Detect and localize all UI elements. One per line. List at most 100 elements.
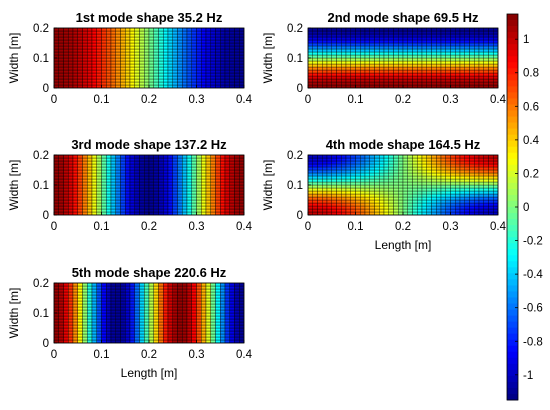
- heatmap-cell: [153, 63, 159, 68]
- heatmap-cell: [421, 178, 427, 183]
- heatmap-cell: [196, 300, 202, 305]
- heatmap-cell: [417, 190, 423, 195]
- heatmap-cell: [68, 336, 74, 341]
- heatmap-cell: [450, 184, 456, 189]
- heatmap-cell: [326, 169, 332, 174]
- heatmap-cell: [455, 184, 461, 189]
- heatmap-cell: [229, 163, 235, 168]
- heatmap-cell: [139, 282, 145, 287]
- heatmap-cell: [431, 178, 437, 183]
- heatmap-cell: [129, 208, 135, 213]
- heatmap-cell: [125, 172, 131, 177]
- heatmap-cell: [374, 54, 380, 59]
- heatmap-cell: [239, 202, 245, 207]
- heatmap-cell: [224, 193, 230, 198]
- heatmap-cell: [474, 196, 480, 201]
- heatmap-cell: [312, 190, 318, 195]
- heatmap-cell: [360, 172, 366, 177]
- heatmap-cell: [224, 178, 230, 183]
- heatmap-cell: [426, 63, 432, 68]
- heatmap-cell: [101, 57, 107, 62]
- heatmap-cell: [153, 30, 159, 35]
- heatmap-cell: [469, 78, 475, 83]
- heatmap-cell: [369, 33, 375, 38]
- heatmap-cell: [431, 33, 437, 38]
- colorbar-band: [507, 321, 518, 329]
- heatmap-cell: [364, 66, 370, 71]
- heatmap-cell: [63, 184, 69, 189]
- heatmap-cell: [412, 202, 418, 207]
- heatmap-cell: [220, 208, 226, 213]
- heatmap-cell: [220, 282, 226, 287]
- heatmap-cell: [167, 327, 173, 332]
- heatmap-cell: [229, 300, 235, 305]
- heatmap-cell: [196, 57, 202, 62]
- heatmap-cell: [215, 178, 221, 183]
- heatmap-cell: [312, 39, 318, 44]
- heatmap-cell: [63, 190, 69, 195]
- heatmap-cell: [148, 54, 154, 59]
- heatmap-cell: [474, 84, 480, 89]
- heatmap-cell: [87, 184, 93, 189]
- heatmap-cell: [68, 48, 74, 53]
- heatmap-cell: [215, 300, 221, 305]
- heatmap-cell: [120, 27, 126, 32]
- heatmap-cell: [322, 84, 328, 89]
- heatmap-cell: [115, 169, 121, 174]
- heatmap-cell: [134, 163, 140, 168]
- colorbar-tick-label: 0: [523, 202, 529, 214]
- y-axis-label: Width [m]: [261, 33, 275, 84]
- heatmap-cell: [196, 181, 202, 186]
- heatmap-cell: [125, 336, 131, 341]
- heatmap-cell: [459, 45, 465, 50]
- heatmap-cell: [125, 199, 131, 204]
- heatmap-cell: [239, 60, 245, 65]
- heatmap-cell: [210, 282, 216, 287]
- heatmap-cell: [331, 160, 337, 165]
- heatmap-cell: [417, 187, 423, 192]
- heatmap-cell: [110, 163, 116, 168]
- heatmap-cell: [201, 187, 207, 192]
- heatmap-cell: [72, 72, 78, 77]
- heatmap-cell: [82, 187, 88, 192]
- heatmap-cell: [445, 45, 451, 50]
- heatmap-cell: [336, 169, 342, 174]
- x-tick-label: 0.2: [395, 94, 411, 106]
- heatmap-cell: [134, 336, 140, 341]
- heatmap-cell: [139, 72, 145, 77]
- heatmap-cell: [326, 42, 332, 47]
- heatmap-cell: [125, 327, 131, 332]
- heatmap-cell: [167, 333, 173, 338]
- heatmap-cell: [191, 199, 197, 204]
- heatmap-cell: [110, 57, 116, 62]
- heatmap-cell: [440, 36, 446, 41]
- heatmap-cell: [153, 205, 159, 210]
- heatmap-cell: [393, 81, 399, 86]
- heatmap-cell: [148, 39, 154, 44]
- heatmap-cell: [129, 33, 135, 38]
- heatmap-cell: [436, 199, 442, 204]
- heatmap-cell: [331, 48, 337, 53]
- heatmap-cell: [369, 36, 375, 41]
- heatmap-cell: [153, 327, 159, 332]
- heatmap-cell: [469, 45, 475, 50]
- heatmap-cell: [191, 163, 197, 168]
- heatmap-cell: [224, 318, 230, 323]
- heatmap-cell: [82, 54, 88, 59]
- heatmap-cell: [196, 160, 202, 165]
- heatmap-cell: [234, 27, 240, 32]
- heatmap-cell: [322, 60, 328, 65]
- heatmap-cell: [474, 178, 480, 183]
- heatmap-cell: [459, 163, 465, 168]
- heatmap-cell: [402, 196, 408, 201]
- heatmap-cell: [63, 300, 69, 305]
- heatmap-cell: [172, 336, 178, 341]
- heatmap-cell: [407, 33, 413, 38]
- heatmap-cell: [177, 294, 183, 299]
- heatmap-cell: [163, 81, 169, 86]
- heatmap-cell: [210, 199, 216, 204]
- heatmap-cell: [331, 42, 337, 47]
- heatmap-cell: [153, 321, 159, 326]
- heatmap-cell: [120, 312, 126, 317]
- heatmap-cell: [172, 190, 178, 195]
